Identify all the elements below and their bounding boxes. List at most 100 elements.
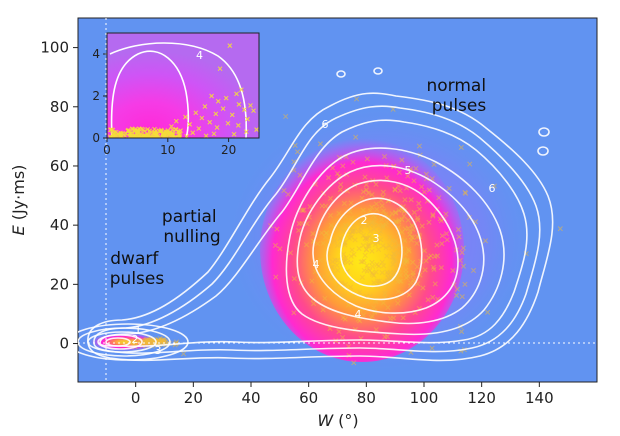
scatter-point: [365, 299, 371, 305]
scatter-point: [384, 253, 390, 259]
inset-scatter-point: [254, 127, 259, 132]
scatter-point: [430, 213, 436, 219]
scatter-point: [387, 243, 393, 249]
scatter-point: [385, 283, 391, 289]
contour-island-1: [336, 70, 346, 78]
scatter-point: [338, 182, 344, 188]
scatter-point: [438, 218, 444, 224]
scatter-point: [369, 204, 375, 210]
x-tick-label: 20: [184, 389, 203, 407]
inset-scatter-point: [214, 125, 220, 130]
scatter-point: [359, 195, 365, 201]
scatter-point: [402, 197, 408, 203]
scatter-point: [336, 210, 342, 216]
scatter-point: [348, 260, 354, 266]
scatter-point: [332, 238, 338, 244]
scatter-point: [320, 240, 326, 246]
scatter-point: [327, 195, 334, 201]
scatter-point: [387, 316, 393, 322]
inset-scatter-point: [190, 130, 196, 136]
contour-label: 1: [135, 324, 142, 337]
inset-scatter-point: [183, 114, 188, 120]
scatter-point: [405, 173, 411, 179]
scatter-point: [146, 339, 153, 345]
contour-label: 4: [313, 258, 320, 271]
scatter-point: [376, 278, 383, 284]
inset-scatter-point: [176, 132, 182, 138]
inset-scatter-point: [217, 66, 223, 72]
scatter-point: [340, 163, 346, 169]
scatter-point: [371, 280, 377, 286]
scatter-point: [335, 267, 341, 273]
scatter-point: [369, 248, 375, 254]
scatter-point: [368, 423, 372, 427]
scatter-point: [423, 171, 429, 177]
scatter-point: [366, 243, 372, 249]
scatter-point: [423, 258, 429, 264]
scatter-point: [337, 186, 343, 193]
scatter-point: [375, 238, 381, 245]
scatter-point: [321, 274, 327, 280]
contour-label: 3: [373, 232, 380, 245]
inset-dense-point: [123, 131, 129, 136]
scatter-point: [381, 263, 387, 269]
scatter-point: [425, 297, 431, 303]
contour-label: 2: [132, 333, 139, 346]
scatter-point: [450, 267, 456, 274]
scatter-point: [360, 312, 366, 318]
x-tick-label: 0: [131, 389, 141, 407]
annotation-normal-pulses: normal pulses: [427, 76, 492, 116]
scatter-point: [351, 360, 357, 366]
scatter-point: [384, 219, 390, 225]
inset-dense-point: [165, 128, 171, 133]
inset-scatter-point: [173, 118, 179, 124]
inset-scatter-point: [229, 112, 235, 118]
scatter-point: [439, 241, 445, 247]
scatter-point: [426, 187, 432, 193]
scatter-point: [431, 161, 437, 168]
scatter-point: [274, 226, 280, 232]
inset-scatter-point: [220, 106, 226, 111]
scatter-point: [327, 212, 334, 218]
scatter-point: [458, 144, 464, 150]
scatter-point: [322, 295, 328, 301]
scatter-point: [428, 253, 434, 259]
scatter-point: [326, 175, 332, 181]
x-tick-label: 120: [467, 389, 496, 407]
scatter-point: [362, 174, 368, 180]
scatter-point: [482, 238, 489, 244]
scatter-point: [380, 189, 386, 195]
scatter-point: [336, 329, 342, 335]
scatter-point: [390, 106, 396, 112]
scatter-point: [410, 259, 416, 265]
scatter-point: [369, 259, 375, 265]
scatter-point: [368, 220, 374, 226]
scatter-point: [432, 281, 438, 287]
scatter-point: [420, 285, 426, 291]
scatter-point: [349, 247, 355, 253]
scatter-point: [350, 227, 356, 234]
scatter-point: [347, 284, 354, 290]
inset-scatter-point: [235, 123, 241, 128]
scatter-point: [369, 192, 375, 198]
contour-label: 2: [361, 214, 368, 227]
x-tick-label: 100: [410, 389, 439, 407]
inset-scatter-point: [215, 98, 221, 104]
contour-island-2: [373, 67, 383, 75]
scatter-point: [413, 165, 419, 172]
scatter-point: [362, 235, 369, 241]
scatter-point: [334, 242, 340, 249]
scatter-point: [405, 217, 411, 223]
contour-label: 5: [405, 164, 412, 177]
scatter-point: [343, 214, 349, 220]
scatter-point: [281, 187, 287, 194]
scatter-point: [463, 190, 469, 196]
scatter-point: [419, 223, 425, 229]
scatter-point: [161, 336, 167, 343]
scatter-point: [315, 241, 321, 247]
y-axis-label: E (Jy·ms): [9, 165, 28, 236]
annotation-dwarf-pulses: dwarf pulses: [110, 249, 165, 289]
inset-scatter-point: [163, 129, 168, 135]
scatter-point: [351, 223, 357, 229]
inset-contour-inner: [110, 50, 190, 138]
